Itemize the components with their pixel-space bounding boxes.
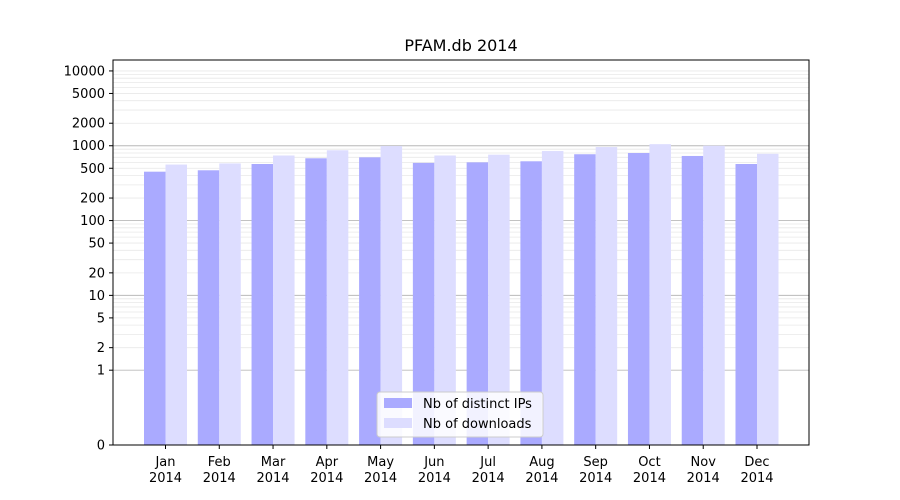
y-tick-label: 2	[97, 341, 105, 356]
x-tick-label-year: 2014	[687, 471, 720, 486]
bar-downloads	[595, 147, 618, 445]
legend-label: Nb of downloads	[423, 417, 532, 432]
y-tick-label: 2000	[72, 117, 105, 132]
bar-distinct-ips	[627, 152, 650, 445]
y-tick-label: 10000	[64, 64, 105, 79]
bar-distinct-ips	[574, 154, 596, 445]
x-tick-label-year: 2014	[740, 471, 773, 486]
y-tick-label: 100	[80, 214, 105, 229]
bar-distinct-ips	[412, 162, 435, 445]
y-tick-label: 50	[88, 237, 105, 252]
bar-downloads	[219, 163, 241, 445]
bar-downloads	[757, 153, 779, 445]
x-tick-label-month: May	[367, 455, 394, 470]
legend: Nb of distinct IPs Nb of downloads	[376, 391, 544, 438]
x-tick-label-year: 2014	[256, 471, 289, 486]
x-tick-label-year: 2014	[633, 471, 666, 486]
y-tick-label: 200	[80, 192, 105, 207]
y-tick-label: 1000	[72, 139, 105, 154]
x-tick-label-month: Jul	[479, 455, 496, 470]
x-tick-label-year: 2014	[149, 471, 182, 486]
bar-downloads	[380, 146, 403, 445]
bar-downloads	[434, 155, 456, 445]
bar-downloads	[649, 144, 671, 445]
bar-distinct-ips	[197, 170, 220, 445]
bar-downloads	[488, 154, 510, 445]
x-tick-label-month: Apr	[316, 455, 339, 470]
y-tick-label: 20	[88, 266, 105, 281]
x-tick-label-month: Aug	[529, 455, 554, 470]
bar-distinct-ips	[681, 155, 704, 445]
bar-distinct-ips	[359, 157, 381, 445]
legend-swatch	[384, 398, 412, 408]
x-tick-label-month: Dec	[744, 455, 769, 470]
x-tick-label-year: 2014	[310, 471, 343, 486]
y-tick-label: 5	[97, 311, 105, 326]
x-tick-label-year: 2014	[203, 471, 236, 486]
y-axis: 0 1 2 5 10 20 50 100 200 500 1000 2000 5000 10000	[64, 64, 113, 454]
chart-title: PFAM.db 2014	[404, 36, 517, 55]
x-tick-label-month: Sep	[583, 455, 608, 470]
plot-frame	[112, 59, 810, 446]
y-tick-label: 1	[97, 364, 105, 379]
bar-distinct-ips	[144, 171, 166, 445]
x-tick-label-month: Mar	[261, 455, 286, 470]
bars	[144, 144, 779, 446]
bar-downloads	[703, 145, 725, 445]
legend-swatch	[384, 418, 412, 428]
x-tick-label-year: 2014	[525, 471, 558, 486]
y-tick-label: 10	[88, 289, 105, 304]
y-tick-label: 0	[97, 439, 105, 454]
x-tick-label-year: 2014	[579, 471, 612, 486]
x-tick-label-month: Oct	[638, 455, 660, 470]
x-tick-label-month: Jun	[423, 455, 444, 470]
bar-distinct-ips	[305, 158, 327, 445]
x-tick-label-year: 2014	[472, 471, 505, 486]
bar-downloads	[541, 151, 564, 445]
x-tick-label-month: Jan	[154, 455, 175, 470]
x-tick-label-year: 2014	[364, 471, 397, 486]
bar-distinct-ips	[466, 162, 489, 445]
bar-distinct-ips	[735, 164, 757, 445]
x-tick-label-month: Feb	[208, 455, 231, 470]
y-tick-label: 5000	[72, 87, 105, 102]
bar-distinct-ips	[251, 164, 274, 445]
x-tick-label-year: 2014	[418, 471, 451, 486]
x-tick-label-month: Nov	[691, 455, 717, 470]
bar-downloads	[273, 155, 295, 445]
bar-distinct-ips	[520, 161, 542, 446]
legend-box	[376, 391, 544, 438]
legend-label: Nb of distinct IPs	[423, 397, 532, 412]
bar-downloads	[326, 150, 349, 445]
bar-downloads	[165, 164, 187, 445]
y-tick-label: 500	[80, 162, 105, 177]
x-axis: Jan2014Feb2014Mar2014Apr2014May2014Jun20…	[149, 445, 774, 486]
